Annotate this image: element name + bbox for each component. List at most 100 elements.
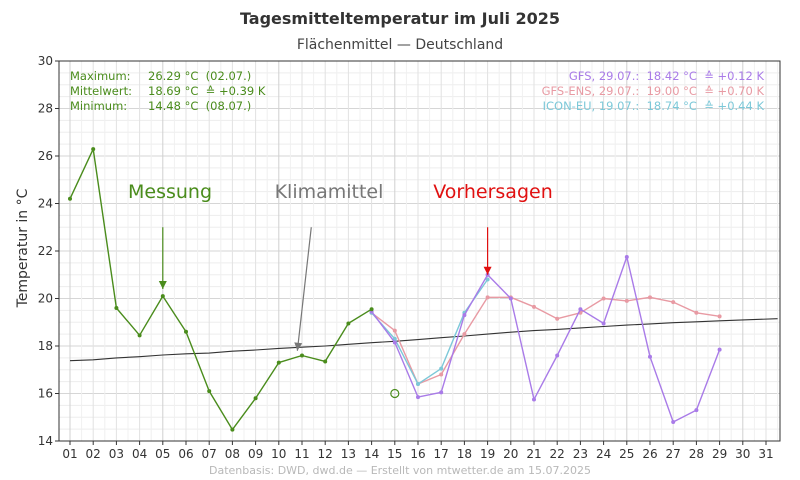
series-line-gfs [371,256,721,423]
data-point-gfs [578,307,583,312]
data-point-messung [184,329,188,334]
data-point-messung [230,427,235,432]
stats-box: Maximum: 26.29 °C (02.07.) Mittelwert: 1… [70,69,266,113]
legend-gfs-ens: GFS-ENS, 29.07.: 19.00 °C ≙ +0.70 K [542,84,765,98]
hollow-marker [390,388,400,399]
data-point-gfs [671,420,676,424]
data-point-icon-eu [416,382,420,386]
arrow-shaft [296,227,312,351]
x-tick-label: 23 [573,447,588,461]
data-point-messung [369,307,374,312]
series-layer [68,147,778,432]
x-tick-label: 30 [735,447,750,461]
data-point-icon-eu [485,277,490,282]
legend-icon-eu: ICON-EU, 19.07.: 18.74 °C ≙ +0.44 K [543,99,765,113]
x-tick-label: 25 [619,447,634,461]
data-point-gfs [717,347,722,352]
data-point-messung [323,359,328,364]
data-point-gfs [694,408,699,413]
data-point-messung [68,196,72,201]
data-point-gfs-ens [532,304,536,309]
annotation-klimamittel: Klimamittel [275,181,384,203]
x-tick-label: 26 [642,447,657,461]
data-point-messung [114,306,119,310]
arrow-head [483,266,492,275]
data-point-gfs [392,340,397,345]
data-point-gfs-ens [694,310,699,315]
x-tick-label: 01 [62,447,77,461]
y-axis-label: Temperatur in °C [15,188,31,308]
data-point-gfs-ens [671,300,676,305]
x-tick-label: 09 [248,447,263,461]
x-tick-label: 10 [271,447,286,461]
x-tick-label: 28 [689,447,704,461]
series-line-gfs-ens [371,296,720,385]
y-tick-label: 22 [38,244,53,258]
x-tick-label: 29 [712,447,727,461]
x-tick-label: 07 [202,447,217,461]
data-point-gfs-ens [624,298,629,303]
arrow-head [158,281,167,289]
forecast-legend: GFS, 29.07.: 18.42 °C ≙ +0.12 K GFS-ENS,… [542,69,765,113]
arrow-head [294,342,303,351]
y-tick-label: 28 [38,102,53,116]
data-point-messung [276,360,281,365]
y-tick-label: 24 [38,197,53,211]
data-point-gfs-ens [485,295,490,300]
x-tick-label: 03 [109,447,124,461]
series-line-klimamittel [69,318,778,362]
data-point-gfs [416,395,420,400]
data-point-icon-eu [392,336,397,341]
y-tick-label: 20 [38,292,53,306]
x-tick-label: 20 [503,447,518,461]
stat-min-label: Minimum: [70,99,127,113]
data-point-messung [253,396,258,401]
chart-subtitle: Flächenmittel — Deutschland [297,37,503,53]
stat-max-label: Maximum: [70,69,131,83]
data-point-gfs [532,397,536,402]
x-tick-label: 15 [387,447,402,461]
data-point-gfs-ens [555,316,560,321]
series-line-messung [69,148,372,431]
annotation-layer [158,227,492,351]
data-point-gfs-ens [717,314,722,319]
data-point-icon-eu [439,366,444,371]
data-point-gfs [555,353,560,358]
data-point-gfs-ens [648,295,652,300]
x-tick-label: 17 [434,447,449,461]
footer-credit: Datenbasis: DWD, dwd.de — Erstellt von m… [209,464,591,477]
x-tick-label: 31 [758,447,773,461]
x-tick-label: 12 [318,447,333,461]
x-tick-label: 08 [225,447,240,461]
chart-title: Tagesmitteltemperatur im Juli 2025 [240,9,560,28]
data-point-messung [160,294,165,299]
y-tick-label: 30 [38,54,53,68]
data-point-gfs [508,296,513,301]
data-point-messung [207,389,212,394]
stat-mean-value: 18.69 °C ≙ +0.39 K [148,84,266,98]
data-point-gfs [624,254,629,259]
x-tick-label: 02 [86,447,101,461]
data-point-messung [91,147,96,152]
y-tick-label: 26 [38,149,53,163]
x-tick-label: 05 [155,447,170,461]
data-point-messung [300,353,304,358]
x-tick-label: 22 [550,447,565,461]
x-tick-label: 14 [364,447,379,461]
data-point-gfs [601,321,606,326]
data-point-messung [137,333,142,338]
x-tick-label: 21 [526,447,541,461]
grid [59,60,780,442]
legend-gfs: GFS, 29.07.: 18.42 °C ≙ +0.12 K [569,69,765,83]
axes: 14 16 18 20 22 24 26 28 30 01 02 03 04 05 06 07 08 09 10 11… [38,54,781,461]
x-tick-label: 13 [341,447,356,461]
x-tick-label: 11 [294,447,309,461]
data-point-gfs [439,390,444,395]
stat-mean-label: Mittelwert: [70,84,132,98]
x-tick-label: 24 [596,447,611,461]
annotation-vorhersagen: Vorhersagen [433,181,553,203]
x-tick-label: 16 [410,447,425,461]
y-tick-label: 16 [38,387,53,401]
data-point-gfs [648,354,652,359]
